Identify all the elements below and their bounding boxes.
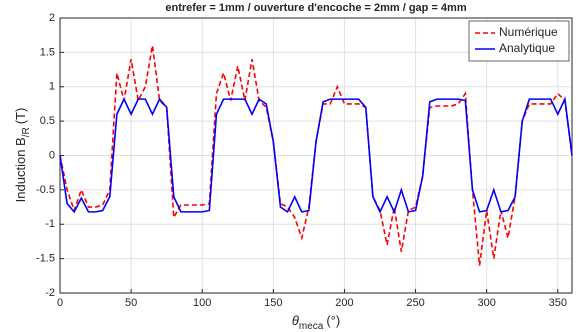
series-line (59, 96, 573, 215)
x-label-unit: (°) (326, 313, 340, 328)
x-tick-label: 200 (335, 297, 353, 309)
y-label-sub: /R (21, 127, 32, 137)
x-tick-label: 100 (193, 297, 211, 309)
x-tick-label: 150 (264, 297, 282, 309)
y-tick-label: 0 (49, 149, 55, 161)
x-label-symbol: θ (292, 313, 299, 328)
y-tick-label: -1.5 (36, 253, 55, 265)
x-tick-label: 0 (57, 297, 63, 309)
y-tick-label: 1.5 (40, 46, 55, 58)
y-tick-label: -2 (45, 287, 55, 299)
x-tick-label: 350 (549, 297, 567, 309)
chart-title: entrefer = 1mm / ouverture d'encoche = 2… (165, 2, 466, 14)
legend-label: Analytique (499, 41, 555, 55)
x-label-sub: meca (299, 321, 324, 332)
y-tick-label: 0.5 (40, 115, 55, 127)
y-tick-label: 1 (49, 81, 55, 93)
x-tick-label: 300 (477, 297, 495, 309)
y-tick-label: 2 (49, 12, 55, 24)
x-axis-label: θmeca (°) (292, 313, 340, 331)
y-tick-label: -1 (45, 218, 55, 230)
x-tick-label: 50 (125, 297, 137, 309)
y-axis-label: Induction B/R (T) (13, 108, 31, 203)
legend-label: Numérique (499, 25, 558, 39)
x-tick-label: 250 (406, 297, 424, 309)
y-tick-label: -0.5 (36, 184, 55, 196)
y-label-main: Induction B (13, 137, 28, 202)
y-label-unit: (T) (13, 108, 28, 125)
legend-box (468, 20, 570, 62)
